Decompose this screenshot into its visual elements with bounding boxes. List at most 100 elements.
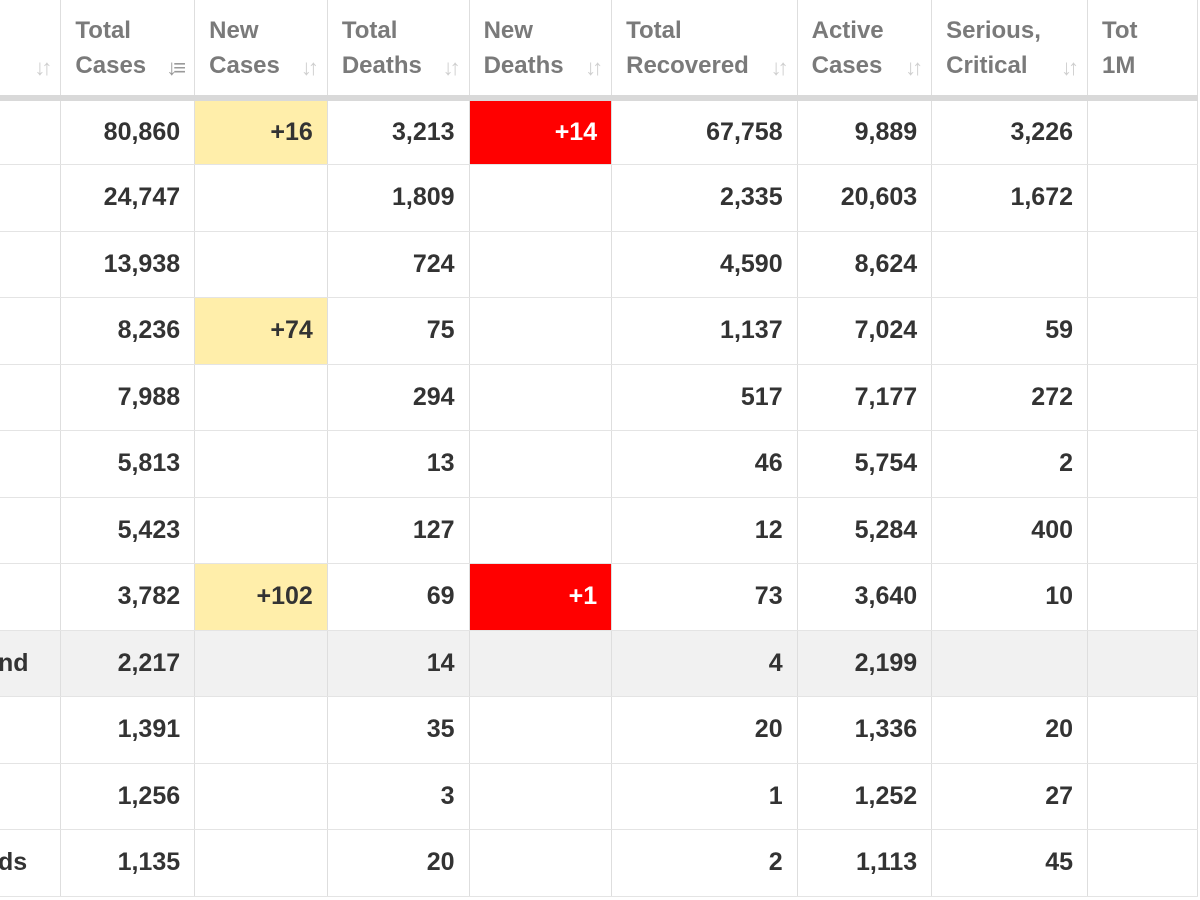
per-million-cell [1087,630,1198,697]
new-cases-cell [194,497,328,564]
new-cases-cell: +102 [194,563,328,631]
country-cell [0,364,62,431]
total-recovered-cell: 1,137 [611,297,798,365]
total-cases-cell: 2,217 [60,630,196,697]
new-cases-cell: +16 [194,98,328,165]
per-million-cell [1087,364,1198,431]
country-cell [0,696,62,764]
active-cases-cell: 20,603 [797,164,933,232]
total-recovered-cell: 2 [611,829,798,897]
table-header-row: ↓↑ Total Cases ↓≡ New Cases ↓↑ Total Deaths… [0,0,1198,101]
header-new-deaths[interactable]: New Deaths ↓↑ [469,0,613,101]
active-cases-cell: 9,889 [797,98,933,165]
table-row: 1,391 35 20 1,336 20 [0,696,1198,764]
serious-critical-cell: 20 [931,696,1089,764]
per-million-cell [1087,164,1198,232]
active-cases-cell: 3,640 [797,563,933,631]
sort-arrows-icon[interactable]: ↓↑ [585,55,603,80]
table-body: 80,860 +16 3,213 +14 67,758 9,889 3,226 24,747 1… [0,98,1198,897]
new-deaths-cell: +14 [469,98,613,165]
serious-critical-cell [931,630,1089,697]
serious-critical-cell: 45 [931,829,1089,897]
table-row: 5,813 13 46 5,754 2 [0,430,1198,498]
sort-arrows-icon[interactable]: ↓↑ [442,55,461,80]
total-cases-cell: 80,860 [60,98,196,165]
active-cases-cell: 1,113 [797,829,933,897]
total-deaths-cell: 75 [327,297,470,365]
sort-arrows-icon[interactable]: ↓↑ [34,55,52,80]
country-cell [0,164,62,232]
total-cases-cell: 3,782 [60,563,196,631]
per-million-cell [1087,563,1198,631]
country-cell: nd [0,630,62,697]
country-cell [0,763,62,830]
new-deaths-cell: +1 [469,563,613,631]
header-new-cases[interactable]: New Cases ↓↑ [194,0,328,101]
per-million-cell [1087,763,1198,830]
per-million-cell [1087,696,1198,764]
header-total-cases[interactable]: Total Cases ↓≡ [60,0,196,101]
total-deaths-cell: 3 [327,763,470,830]
table-row: ds 1,135 20 2 1,113 45 [0,829,1198,897]
total-cases-cell: 7,988 [60,364,196,431]
header-country[interactable]: ↓↑ [0,0,62,101]
total-cases-cell: 13,938 [60,231,196,298]
sort-arrows-icon[interactable]: ↓↑ [905,55,923,80]
header-label: Active Cases [811,16,884,79]
country-cell [0,430,62,498]
new-cases-cell [194,364,328,431]
total-deaths-cell: 35 [327,696,470,764]
new-deaths-cell [469,364,613,431]
total-recovered-cell: 2,335 [611,164,798,232]
total-deaths-cell: 14 [327,630,470,697]
new-deaths-cell [469,297,613,365]
header-total-recovered[interactable]: Total Recovered ↓↑ [611,0,798,101]
active-cases-cell: 7,177 [797,364,933,431]
per-million-cell [1087,430,1198,498]
header-label: Tot 1M [1102,16,1138,79]
sort-arrows-icon[interactable]: ↓↑ [1061,55,1079,80]
new-cases-cell [194,696,328,764]
header-total-deaths[interactable]: Total Deaths ↓↑ [327,0,470,101]
total-deaths-cell: 3,213 [327,98,470,165]
serious-critical-cell: 2 [931,430,1089,498]
total-recovered-cell: 46 [611,430,798,498]
header-total-per-1m[interactable]: Tot 1M [1087,0,1198,101]
total-cases-cell: 24,747 [60,164,196,232]
new-deaths-cell [469,829,613,897]
total-deaths-cell: 724 [327,231,470,298]
new-cases-cell [194,763,328,830]
sort-arrows-icon[interactable]: ↓↑ [300,55,319,80]
serious-critical-cell: 10 [931,563,1089,631]
table-row: 24,747 1,809 2,335 20,603 1,672 [0,164,1198,232]
active-cases-cell: 8,624 [797,231,933,298]
header-active-cases[interactable]: Active Cases ↓↑ [797,0,933,101]
active-cases-cell: 2,199 [797,630,933,697]
per-million-cell [1087,231,1198,298]
country-cell [0,231,62,298]
active-cases-cell: 5,754 [797,430,933,498]
serious-critical-cell: 400 [931,497,1089,564]
header-label: New Deaths [483,16,564,79]
new-deaths-cell [469,696,613,764]
total-cases-cell: 8,236 [60,297,196,365]
sort-desc-icon[interactable]: ↓≡ [166,55,186,80]
sort-arrows-icon[interactable]: ↓↑ [770,55,789,80]
total-deaths-cell: 1,809 [327,164,470,232]
active-cases-cell: 5,284 [797,497,933,564]
total-cases-cell: 1,135 [60,829,196,897]
serious-critical-cell: 59 [931,297,1089,365]
serious-critical-cell [931,231,1089,298]
total-cases-cell: 5,813 [60,430,196,498]
new-deaths-cell [469,430,613,498]
table-row: 13,938 724 4,590 8,624 [0,231,1198,298]
header-serious-critical[interactable]: Serious, Critical ↓↑ [931,0,1089,101]
total-deaths-cell: 294 [327,364,470,431]
header-label: New Cases [209,16,280,79]
new-cases-cell [194,630,328,697]
header-label: Total Recovered [626,16,749,79]
total-deaths-cell: 69 [327,563,470,631]
serious-critical-cell: 272 [931,364,1089,431]
table-row: 3,782 +102 69 +1 73 3,640 10 [0,563,1198,631]
